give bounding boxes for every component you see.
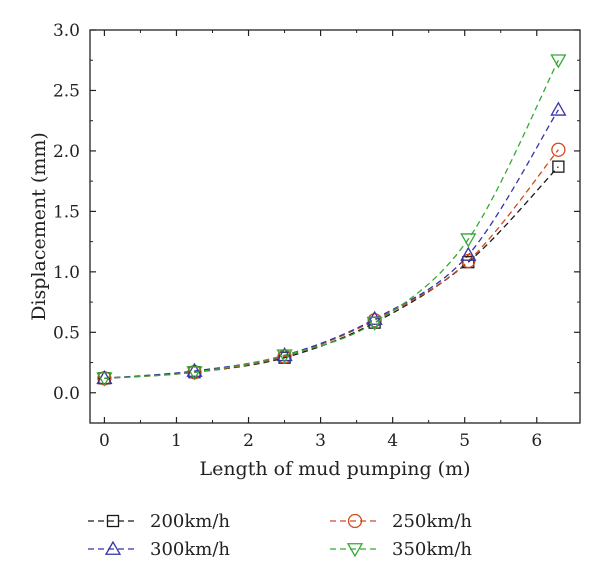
legend-label-300km-h: 300km/h [150, 539, 230, 560]
series-line-350km-h [104, 59, 559, 379]
x-tick-label: 2 [243, 431, 254, 451]
plot-frame [89, 29, 581, 424]
y-tick-label: 2.5 [53, 81, 80, 101]
y-axis-label: Displacement (mm) [28, 132, 50, 321]
data-point-300km-h [460, 246, 477, 261]
data-point-350km-h [96, 372, 113, 387]
series-group [96, 54, 567, 387]
data-point-300km-h [96, 369, 113, 385]
legend-marker-350km-h [346, 543, 364, 558]
legend-label-350km-h: 350km/h [392, 539, 472, 560]
data-point-350km-h [550, 54, 567, 69]
x-tick-label: 6 [531, 431, 542, 451]
data-point-250km-h [461, 253, 476, 269]
axis-ticks: 0 1 2 3 4 5 6 0.0 0.5 1.0 1.5 2.0 2.5 3.0 [53, 21, 580, 451]
x-tick-label: 3 [315, 431, 326, 451]
legend-label-200km-h: 200km/h [150, 511, 230, 532]
legend-marker-300km-h [104, 540, 122, 555]
data-point-300km-h [366, 310, 383, 325]
plot-border [89, 29, 581, 424]
data-point-350km-h [186, 366, 203, 381]
legend: 200km/h 250km/h 300km/h 350km/h [88, 511, 472, 560]
series-line-300km-h [104, 109, 559, 379]
x-tick-label: 1 [171, 431, 182, 451]
y-tick-label: 1.0 [53, 263, 80, 283]
data-point-300km-h [276, 346, 293, 362]
y-tick-label: 1.5 [53, 202, 80, 222]
x-tick-label: 0 [99, 431, 110, 451]
data-point-350km-h [276, 349, 293, 364]
data-point-300km-h [186, 362, 203, 377]
x-tick-label: 4 [387, 431, 398, 451]
y-tick-label: 2.0 [53, 142, 80, 162]
y-tick-label: 0.5 [53, 323, 80, 343]
y-tick-label: 0.0 [53, 384, 80, 404]
x-axis-label: Length of mud pumping (m) [199, 458, 470, 480]
legend-marker-250km-h [347, 513, 363, 529]
data-point-250km-h [551, 142, 566, 157]
legend-marker-200km-h [106, 514, 120, 528]
data-point-300km-h [550, 101, 567, 116]
series-line-200km-h [104, 166, 559, 379]
x-tick-label: 5 [459, 431, 470, 451]
legend-label-250km-h: 250km/h [392, 511, 472, 532]
data-point-250km-h [367, 313, 382, 328]
data-point-350km-h [460, 233, 477, 248]
y-tick-label: 3.0 [53, 21, 80, 41]
series-line-250km-h [104, 149, 559, 379]
data-point-200km-h [552, 160, 565, 173]
data-point-350km-h [366, 316, 383, 331]
